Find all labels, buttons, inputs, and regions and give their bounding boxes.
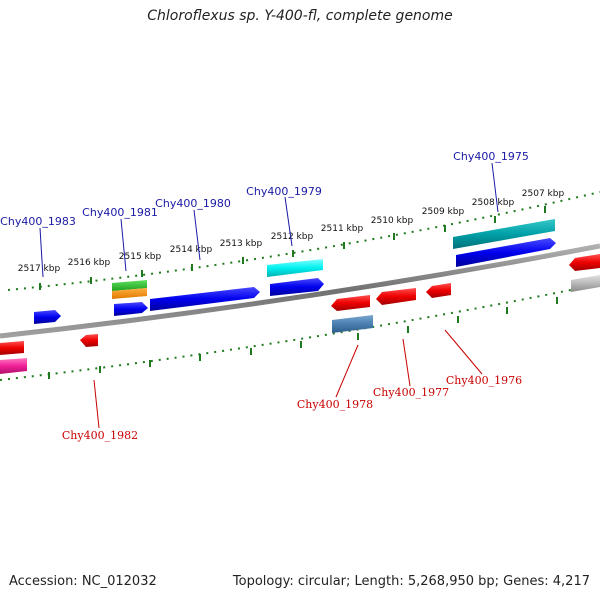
gene-arrow[interactable] bbox=[0, 341, 24, 355]
gene-label[interactable]: Chy400_1975 bbox=[453, 150, 529, 163]
gene-label[interactable]: Chy400_1977 bbox=[373, 386, 449, 399]
gene-label[interactable]: Chy400_1976 bbox=[446, 374, 522, 387]
kbp-label: 2511 kbp bbox=[321, 224, 364, 234]
kbp-label: 2517 kbp bbox=[18, 264, 61, 274]
outer-major-ticks bbox=[39, 206, 546, 290]
forward-genes bbox=[34, 219, 556, 324]
gene-arrow[interactable] bbox=[331, 295, 370, 311]
genome-title: Chloroflexus sp. Y-400-fl, complete geno… bbox=[147, 8, 453, 24]
gene-arrow[interactable] bbox=[80, 334, 98, 347]
label-leaders bbox=[39, 162, 499, 429]
gene-label[interactable]: Chy400_1979 bbox=[246, 185, 322, 198]
gene-label[interactable]: Chy400_1978 bbox=[297, 398, 373, 411]
gene-arrow[interactable] bbox=[267, 259, 323, 277]
gene-label[interactable]: Chy400_1981 bbox=[82, 206, 158, 219]
kbp-scale: 2517 kbp 2516 kbp 2515 kbp 2514 kbp 2513… bbox=[18, 189, 565, 274]
gene-arrow[interactable] bbox=[456, 238, 556, 267]
kbp-label: 2514 kbp bbox=[170, 245, 213, 255]
inner-major-ticks bbox=[48, 297, 558, 379]
gene-arrow[interactable] bbox=[571, 275, 600, 292]
outer-tick-track bbox=[7, 191, 600, 291]
kbp-label: 2510 kbp bbox=[371, 216, 414, 226]
gene-arrow[interactable] bbox=[150, 287, 260, 311]
gene-arrow[interactable] bbox=[453, 219, 555, 249]
gene-arrow[interactable] bbox=[270, 278, 324, 296]
gene-arrow[interactable] bbox=[112, 288, 147, 299]
gene-arrow[interactable] bbox=[426, 283, 451, 298]
gene-arrow[interactable] bbox=[34, 310, 61, 324]
gene-arrow[interactable] bbox=[114, 302, 148, 316]
gene-label[interactable]: Chy400_1980 bbox=[155, 197, 231, 210]
kbp-label: 2507 kbp bbox=[522, 189, 565, 199]
gene-arrow[interactable] bbox=[112, 280, 147, 291]
kbp-label: 2516 kbp bbox=[68, 258, 111, 268]
gene-arrow[interactable] bbox=[0, 358, 27, 374]
kbp-label: 2508 kbp bbox=[472, 198, 515, 208]
gene-labels: Chy400_1983 Chy400_1981 Chy400_1980 Chy4… bbox=[0, 150, 529, 442]
gene-label[interactable]: Chy400_1982 bbox=[62, 429, 138, 442]
kbp-label: 2515 kbp bbox=[119, 252, 162, 262]
reverse-genes bbox=[0, 254, 600, 374]
gene-arrow[interactable] bbox=[569, 254, 600, 271]
kbp-label: 2512 kbp bbox=[271, 232, 314, 242]
kbp-label: 2509 kbp bbox=[422, 207, 465, 217]
accession-label: Accession: NC_012032 bbox=[9, 574, 157, 589]
genome-backbone bbox=[0, 243, 600, 339]
genome-summary: Topology: circular; Length: 5,268,950 bp… bbox=[232, 574, 590, 589]
gene-arrow[interactable] bbox=[332, 315, 373, 333]
gene-arrow[interactable] bbox=[376, 288, 416, 305]
kbp-label: 2513 kbp bbox=[220, 239, 263, 249]
gene-label[interactable]: Chy400_1983 bbox=[0, 215, 76, 228]
